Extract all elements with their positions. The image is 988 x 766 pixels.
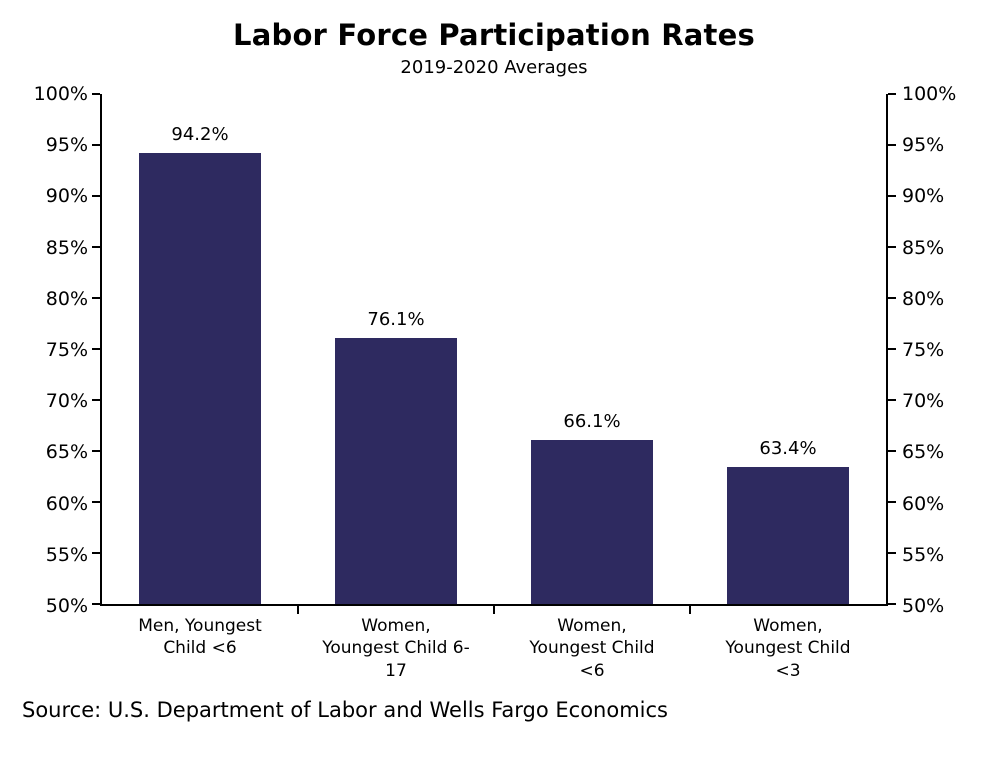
x-axis-label-text: Women, Youngest Child 6- 17 [322, 616, 470, 681]
y-tickmark-left [92, 603, 100, 605]
y-tick-label-right: 55% [902, 543, 945, 566]
bar-slot: 63.4% [690, 94, 886, 604]
bar-value-label: 66.1% [563, 410, 621, 432]
y-tick-label-left: 75% [45, 339, 88, 361]
source-note: Source: U.S. Department of Labor and Wel… [22, 698, 668, 723]
y-tickmark-right [888, 195, 896, 197]
y-tick-label-right: 75% [902, 339, 945, 361]
y-tick-label-left: 90% [45, 185, 88, 208]
bar-3: 66.1% [531, 411, 653, 604]
x-axis-label-text: Women, Youngest Child <3 [725, 616, 851, 681]
x-axis-label-text: Men, Youngest Child <6 [138, 616, 262, 659]
x-axis-label: Women, Youngest Child <3 [690, 615, 886, 682]
y-tick-label-left: 85% [45, 236, 88, 259]
y-tick-label-right: 100% [902, 83, 957, 105]
x-axis-label-text: Women, Youngest Child <6 [529, 616, 655, 681]
bar-value-label: 94.2% [171, 124, 229, 146]
y-tickmark-left [92, 552, 100, 554]
x-tickmark [493, 606, 495, 614]
y-tickmark-left [92, 450, 100, 452]
y-tickmark-right [888, 348, 896, 350]
y-tick-label-left: 80% [45, 287, 88, 310]
chart-subtitle: 2019-2020 Averages [400, 57, 588, 78]
y-tick-label-right: 60% [902, 492, 945, 515]
y-tick-label-right: 65% [902, 441, 945, 464]
bar-value-label: 76.1% [367, 308, 425, 330]
y-tick-label-right: 70% [902, 390, 945, 413]
y-tick-label-right: 80% [902, 287, 945, 310]
y-tick-label-right: 90% [902, 185, 945, 208]
y-tickmark-right [888, 246, 896, 248]
y-tick-label-right: 95% [902, 134, 945, 157]
y-tickmark-right [888, 501, 896, 503]
y-tickmark-right [888, 603, 896, 605]
plot-area: 94.2% 76.1% 66.1% 63.4% [92, 93, 896, 614]
y-tickmark-right [888, 399, 896, 401]
y-tickmark-right [888, 552, 896, 554]
chart-body: 100% 95% 90% 85% 80% 75% 70% 65% 60% 55% 50% 94.2%… [0, 83, 988, 617]
y-tick-label-left: 50% [45, 595, 88, 617]
x-tickmark [689, 606, 691, 614]
x-axis-labels: Men, Youngest Child <6 Women, Youngest Ch… [102, 606, 886, 682]
y-tickmark-right [888, 297, 896, 299]
bar-2: 76.1% [335, 309, 457, 604]
y-tickmark-left [92, 93, 100, 95]
y-tickmark-left [92, 297, 100, 299]
y-tickmark-left [92, 195, 100, 197]
bar-slot: 66.1% [494, 94, 690, 604]
y-tickmark-left [92, 348, 100, 350]
bar-4: 63.4% [727, 438, 849, 604]
y-tickmark-left [92, 399, 100, 401]
y-axis-right: 100% 95% 90% 85% 80% 75% 70% 65% 60% 55% 50% [888, 83, 972, 617]
x-axis-label: Women, Youngest Child <6 [494, 615, 690, 682]
chart-title: Labor Force Participation Rates [233, 18, 755, 52]
y-tickmark-right [888, 93, 896, 95]
y-tick-label-right: 50% [902, 595, 945, 617]
x-tickmark [297, 606, 299, 614]
y-tickmark-left [92, 246, 100, 248]
y-tickmark-right [888, 144, 896, 146]
y-tick-label-left: 60% [45, 492, 88, 515]
y-tickmark-left [92, 144, 100, 146]
bar-slot: 76.1% [298, 94, 494, 604]
bar-value-label: 63.4% [759, 438, 817, 460]
bar-1: 94.2% [139, 124, 261, 604]
y-tick-label-left: 55% [45, 543, 88, 566]
y-tickmark-left [92, 501, 100, 503]
y-tick-label-left: 70% [45, 390, 88, 413]
y-tick-label-right: 85% [902, 236, 945, 259]
y-axis-left: 100% 95% 90% 85% 80% 75% 70% 65% 60% 55% 50% [16, 83, 100, 617]
bar-slot: 94.2% [102, 94, 298, 604]
y-tick-label-left: 100% [33, 83, 88, 105]
x-axis-label: Men, Youngest Child <6 [102, 615, 298, 682]
y-tickmark-right [888, 450, 896, 452]
x-axis-label: Women, Youngest Child 6- 17 [298, 615, 494, 682]
y-tick-label-left: 95% [45, 134, 88, 157]
y-tick-label-left: 65% [45, 441, 88, 464]
